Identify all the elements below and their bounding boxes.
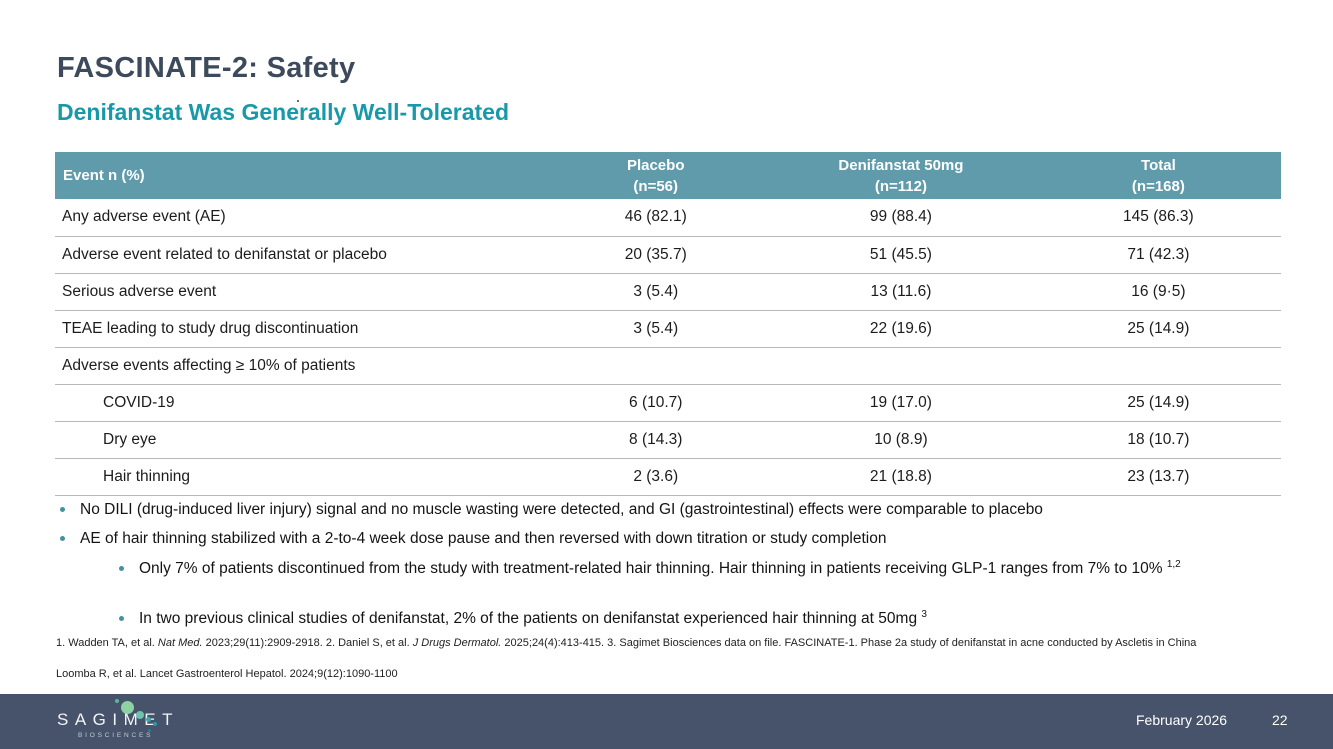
table-row: Hair thinning 2 (3.6) 21 (18.8) 23 (13.7…	[55, 458, 1281, 496]
table-row: COVID-19 6 (10.7) 19 (17.0) 25 (14.9)	[55, 384, 1281, 422]
col-header-total: Total (n=168)	[1035, 152, 1281, 199]
sagimet-logo-subtext: BIOSCIENCES	[78, 732, 154, 739]
logo-dot-icon	[136, 711, 144, 719]
page-number: 22	[1272, 712, 1288, 728]
footnote-references: 1. Wadden TA, et al. Nat Med. 2023;29(11…	[56, 637, 1197, 649]
bullet-icon	[60, 507, 65, 512]
footer-bar	[0, 694, 1333, 749]
col-header-denifanstat: Denifanstat 50mg (n=112)	[766, 152, 1036, 199]
col-header-placebo: Placebo (n=56)	[545, 152, 767, 199]
bullet-item: No DILI (drug-induced liver injury) sign…	[55, 499, 1310, 521]
safety-table-body: Any adverse event (AE) 46 (82.1) 99 (88.…	[55, 199, 1281, 496]
logo-dot-icon	[115, 699, 119, 703]
bullet-text: AE of hair thinning stabilized with a 2-…	[80, 530, 887, 547]
table-row: Adverse event related to denifanstat or …	[55, 236, 1281, 274]
slide-title: FASCINATE-2: Safety	[57, 52, 356, 84]
sub-bullet-item: In two previous clinical studies of deni…	[114, 608, 1286, 630]
sub-bullet-text: Only 7% of patients discontinued from th…	[139, 558, 1181, 577]
sub-bullet-text: In two previous clinical studies of deni…	[139, 608, 927, 627]
sagimet-logo: SAGIMET	[57, 710, 180, 729]
logo-dot-icon	[146, 717, 151, 722]
table-row: Any adverse event (AE) 46 (82.1) 99 (88.…	[55, 199, 1281, 237]
stray-dot	[297, 100, 299, 102]
bullet-item: AE of hair thinning stabilized with a 2-…	[55, 528, 1310, 550]
safety-table: Event n (%) Placebo (n=56) Denifanstat 5…	[55, 152, 1281, 496]
logo-dot-icon	[121, 701, 134, 714]
slide-subtitle: Denifanstat Was Generally Well-Tolerated	[57, 99, 510, 125]
reference-superscript: 3	[921, 608, 927, 620]
reference-superscript: 1,2	[1166, 558, 1181, 570]
bullet-text: No DILI (drug-induced liver injury) sign…	[80, 501, 1043, 518]
safety-table-header: Event n (%) Placebo (n=56) Denifanstat 5…	[55, 152, 1281, 199]
col-header-event: Event n (%)	[55, 152, 546, 199]
table-row: Serious adverse event 3 (5.4) 13 (11.6) …	[55, 273, 1281, 311]
table-section-row: Adverse events affecting ≥ 10% of patien…	[55, 347, 1281, 385]
table-row: TEAE leading to study drug discontinuati…	[55, 310, 1281, 348]
footnote-citation: Loomba R, et al. Lancet Gastroenterol He…	[56, 668, 398, 680]
footer-date: February 2026	[1136, 712, 1228, 728]
table-row: Dry eye 8 (14.3) 10 (8.9) 18 (10.7)	[55, 421, 1281, 459]
header-row: Event n (%) Placebo (n=56) Denifanstat 5…	[55, 152, 1281, 199]
logo-dot-icon	[153, 722, 157, 726]
bullet-icon	[119, 566, 124, 571]
logo-dot-icon	[148, 729, 151, 732]
bullet-icon	[60, 536, 65, 541]
bullet-icon	[119, 616, 124, 621]
sub-bullet-item: Only 7% of patients discontinued from th…	[114, 558, 1286, 580]
